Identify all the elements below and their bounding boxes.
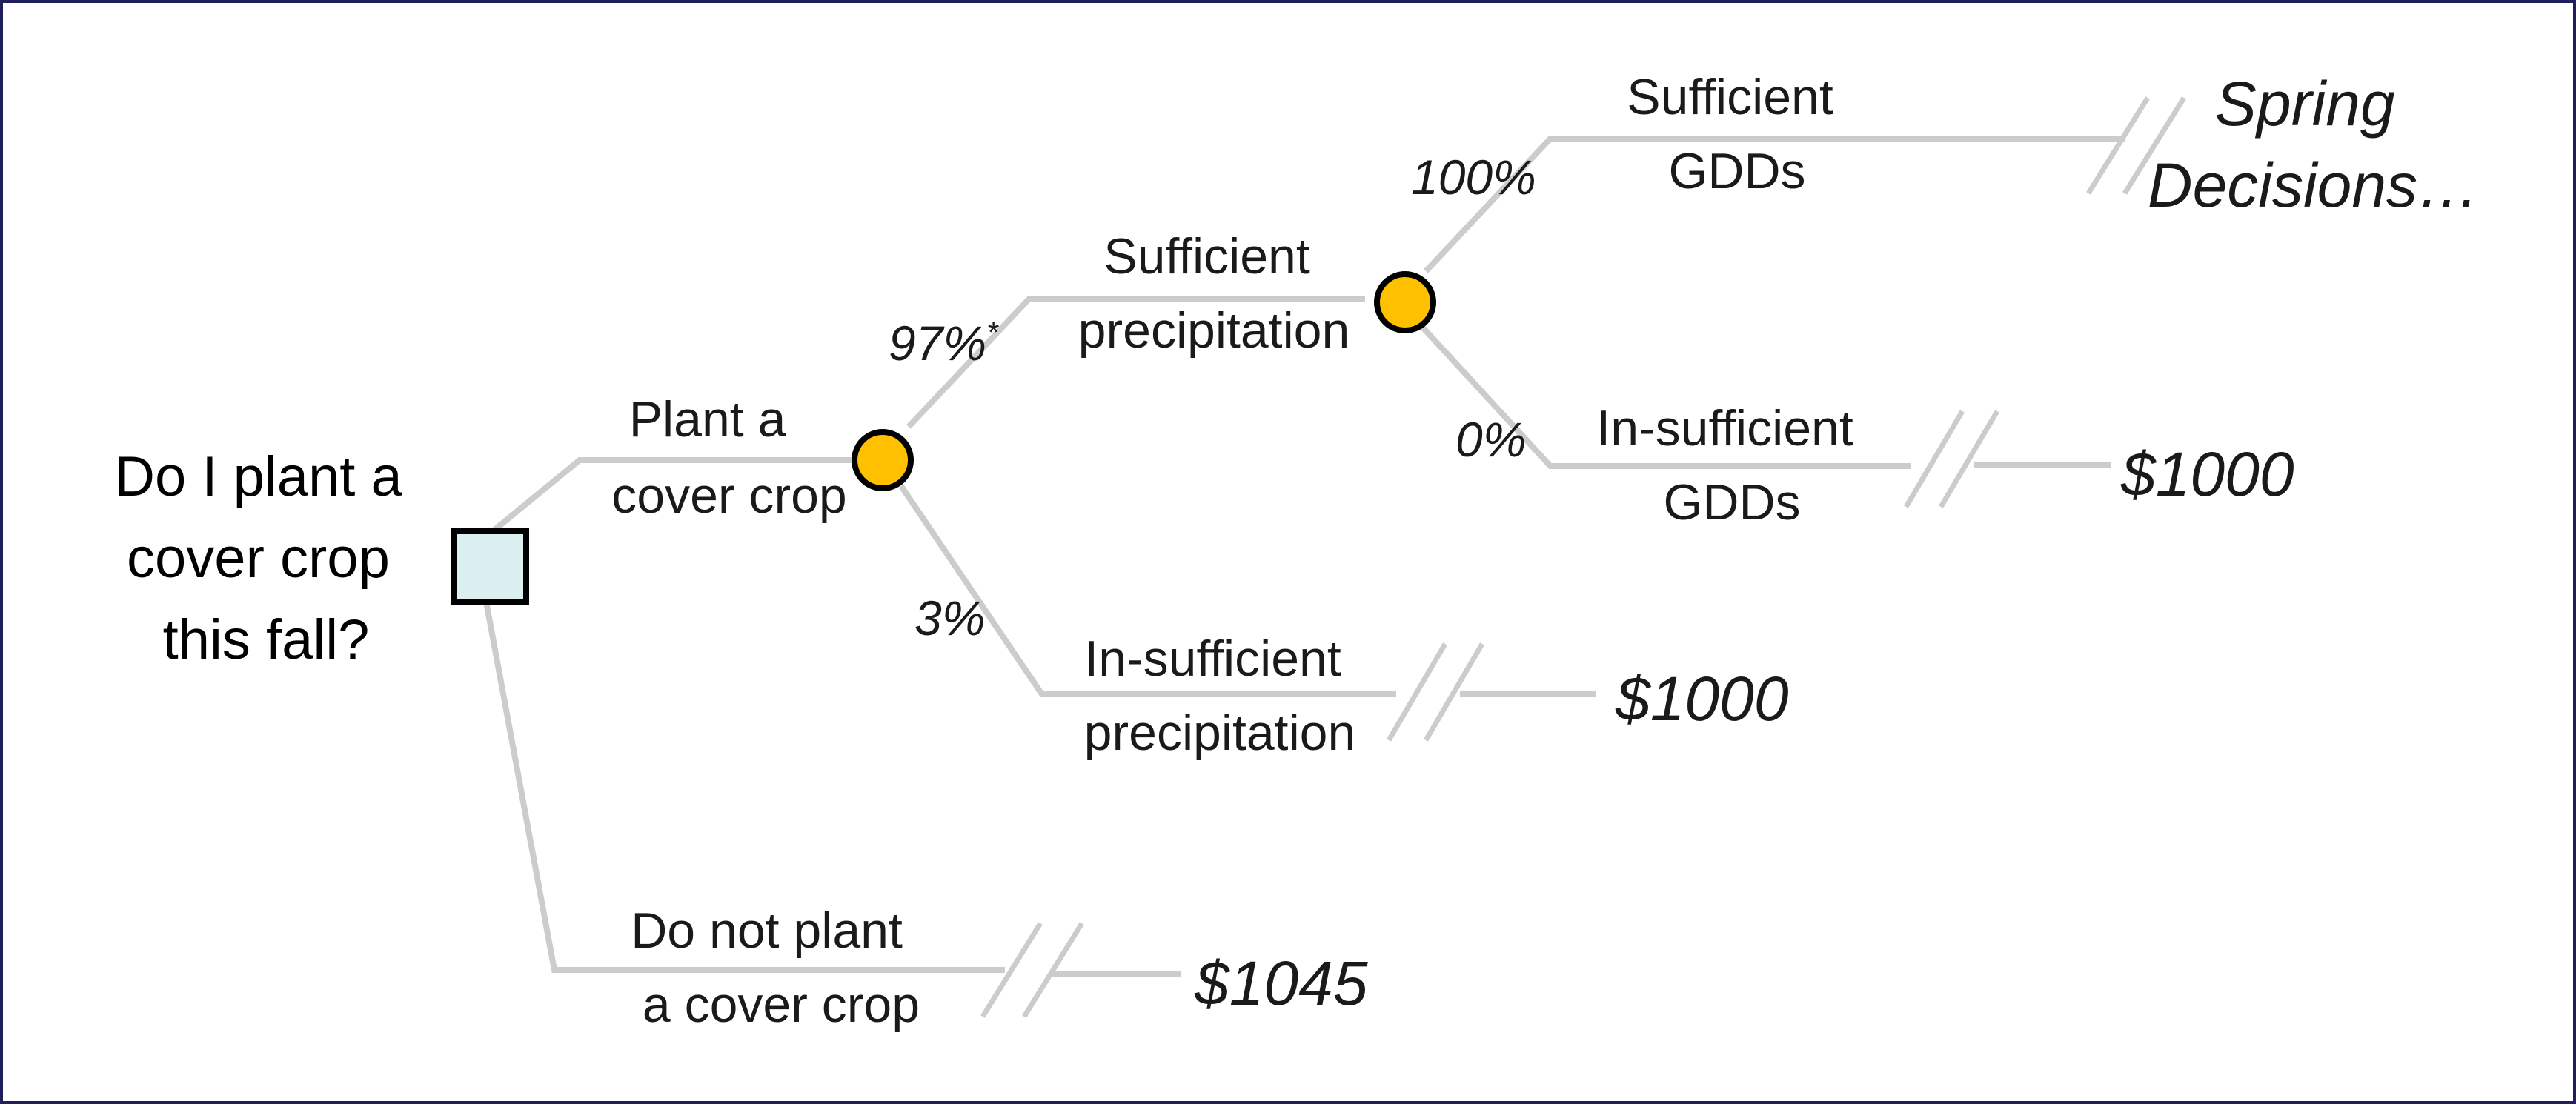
- branch-label-insufficient-precip: In-sufficient precipitation: [1084, 631, 1356, 761]
- probability-insufficient-gdd: 0%: [1455, 412, 1526, 467]
- chance-node-precipitation: [1374, 271, 1436, 333]
- edge-chance2-to-sufficient-gdd: [1424, 136, 2125, 273]
- break-mark-do-not-plant: [980, 922, 1084, 1018]
- decision-tree: Do I plant a cover crop this fall? Plant…: [114, 69, 2480, 1033]
- break-mark-insufficient-precip: [1386, 642, 1485, 742]
- probability-insufficient-precip: 3%: [914, 591, 985, 645]
- branch-label-do-not-plant: Do not plant a cover crop: [631, 902, 920, 1033]
- break-mark-sufficient-gdd: [2086, 96, 2186, 195]
- outcome-insufficient-gdd: $1000: [2120, 439, 2294, 509]
- edge-decision-to-do-not-plant: [483, 601, 1005, 973]
- outcome-do-not-plant: $1045: [1194, 948, 1368, 1018]
- outcome-insufficient-precip: $1000: [1615, 664, 1789, 734]
- branch-label-plant: Plant a cover crop: [611, 391, 846, 524]
- branch-label-insufficient-gdd: In-sufficient GDDs: [1596, 400, 1867, 531]
- probability-sufficient-precip: 97%*: [889, 316, 999, 370]
- edge-decision-to-plant: [491, 457, 861, 533]
- edge-chance1-to-insufficient-precip: [898, 484, 1396, 697]
- decision-node: [451, 528, 529, 605]
- branch-label-sufficient-precip: Sufficient precipitation: [1078, 228, 1350, 359]
- decision-question: Do I plant a cover crop this fall?: [114, 445, 418, 671]
- probability-sufficient-gdd: 100%: [1411, 150, 1536, 205]
- edge-chance1-to-sufficient-precip: [906, 296, 1365, 429]
- outcome-spring-decisions: Spring Decisions…: [2148, 69, 2480, 220]
- branch-label-sufficient-gdd: Sufficient GDDs: [1627, 69, 1847, 199]
- chance-node-planting: [852, 429, 914, 491]
- break-mark-insufficient-gdd: [1903, 410, 2000, 508]
- edge-chance2-to-insufficient-gdd: [1420, 325, 1911, 469]
